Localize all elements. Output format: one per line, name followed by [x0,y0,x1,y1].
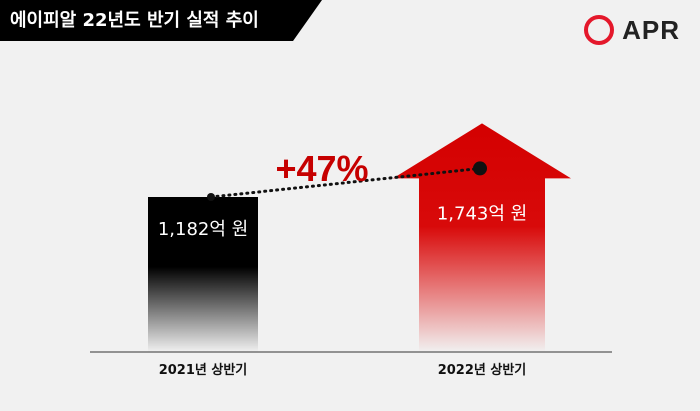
brand-logo: APR [582,10,680,50]
category-label-2: 2022년 상반기 [438,362,527,378]
value-label-2: 1,743억 원 [437,203,527,224]
logo-text: APR [622,14,680,45]
bar-2022 [393,123,571,352]
value-label-1: 1,182억 원 [158,219,248,240]
growth-percent-label: +47% [275,148,368,189]
trend-point-2 [473,161,487,176]
page-title: 에이피알 22년도 반기 실적 추이 [10,10,259,31]
trend-point-1 [207,193,215,201]
category-label-1: 2021년 상반기 [159,362,248,378]
title-banner: 에이피알 22년도 반기 실적 추이 [0,0,322,41]
bar-2021 [148,197,258,352]
logo-ring-icon [584,15,615,45]
